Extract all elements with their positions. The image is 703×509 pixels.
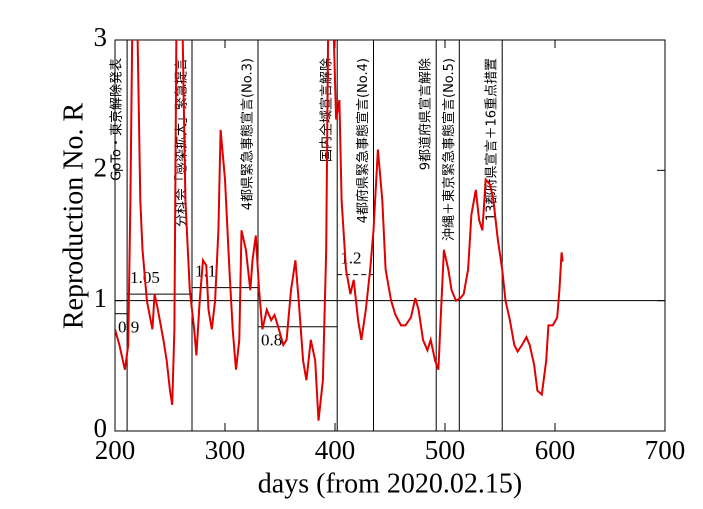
- x-tick-label: 200: [95, 435, 136, 465]
- plot-frame: [114, 39, 666, 432]
- event-label: GoTo・東京解除発表: [109, 58, 125, 181]
- event-label: 4都府県緊急事態宣言(No.4): [355, 58, 371, 223]
- x-tick-label: 700: [645, 435, 686, 465]
- y-tick-label: 2: [94, 153, 108, 183]
- series-group: [115, 40, 564, 421]
- y-tick-label: 1: [94, 283, 108, 313]
- period-label: 1.2: [340, 249, 361, 268]
- x-tick-label: 500: [425, 435, 466, 465]
- x-tick-label: 400: [315, 435, 356, 465]
- x-axis-title: days (from 2020.02.15): [258, 468, 522, 499]
- event-label: 4都県緊急事態宣言(No.3): [240, 58, 256, 210]
- data-line: [115, 40, 564, 421]
- y-tick-label: 3: [94, 22, 108, 52]
- y-axis-title: Reproduction No. R: [58, 103, 89, 330]
- y-tick-label: 0: [94, 413, 108, 443]
- event-label: 沖縄＋東京緊急事態宣言(No.5): [441, 58, 457, 241]
- x-tick-label: 600: [535, 435, 576, 465]
- event-label: 9都道府県宣言解除: [418, 58, 434, 170]
- period-label: 0.8: [261, 331, 282, 350]
- x-tick-label: 300: [205, 435, 246, 465]
